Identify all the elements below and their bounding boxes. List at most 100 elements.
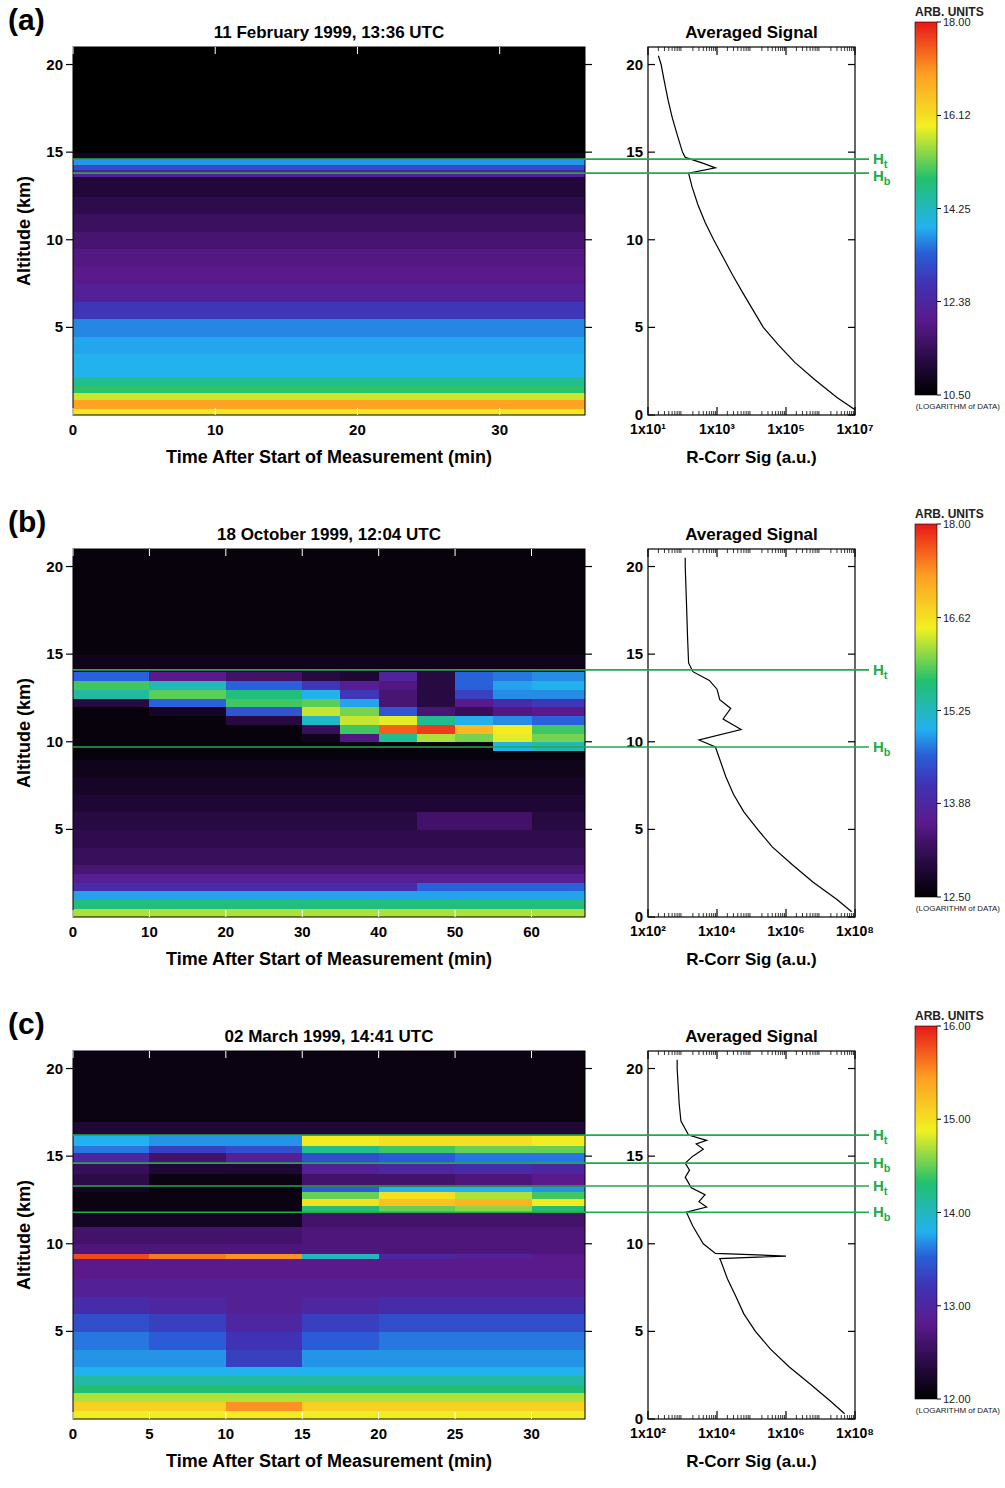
colorbar-tick (937, 301, 941, 302)
heat-cell (149, 689, 226, 698)
minor-tick (772, 1415, 773, 1419)
minor-tick (664, 1051, 665, 1055)
minor-tick (674, 913, 675, 917)
minor-tick (743, 1051, 744, 1055)
colorbar-tick-label: 18.00 (943, 518, 971, 530)
heat-cell (149, 1174, 226, 1187)
heat-cell (226, 777, 303, 795)
heat-cell (493, 680, 532, 689)
tick (455, 1051, 456, 1058)
heat-cell (149, 777, 226, 795)
level-subscript: t (884, 669, 888, 681)
heat-cell (73, 249, 585, 267)
heat-cell (340, 829, 379, 847)
tick-label: 40 (370, 923, 387, 940)
heat-cell (379, 1401, 456, 1410)
heat-cell (73, 1296, 150, 1314)
heat-cell (226, 829, 303, 847)
tick-label: 15 (626, 1147, 643, 1164)
minor-tick (674, 47, 675, 51)
level-label: Ht (873, 1126, 888, 1146)
minor-tick (802, 549, 803, 553)
heat-cell (226, 812, 303, 830)
heat-cell (532, 1375, 585, 1384)
tick (149, 1051, 150, 1058)
title: 11 February 1999, 13:36 UTC (214, 23, 445, 42)
minor-tick (664, 1415, 665, 1419)
minor-tick (784, 411, 785, 415)
minor-tick (802, 411, 803, 415)
minor-tick (782, 1051, 783, 1055)
tick (585, 654, 592, 655)
heat-cell (379, 794, 418, 812)
heat-cell (455, 1121, 532, 1136)
level-line (73, 172, 869, 174)
minor-tick (780, 1415, 781, 1419)
heat-cell (226, 1153, 303, 1164)
minor-tick (746, 411, 747, 415)
minor-tick (674, 1415, 675, 1419)
heat-cell (532, 1146, 585, 1154)
tick (648, 654, 655, 655)
tick (357, 408, 358, 415)
heat-cell (455, 1226, 532, 1244)
heat-cell (340, 549, 379, 655)
heat-cell (532, 1186, 585, 1192)
heat-cell (532, 1253, 585, 1259)
minor-tick (677, 1415, 678, 1419)
tick (225, 1412, 226, 1419)
minor-tick (748, 1415, 749, 1419)
minor-tick (767, 1051, 768, 1055)
minor-tick (706, 47, 707, 51)
heat-cell (302, 1384, 379, 1393)
tick (848, 829, 855, 830)
heat-cell (149, 882, 226, 891)
heat-cell (417, 794, 456, 812)
heat-cell (73, 47, 585, 153)
tick (716, 407, 717, 415)
heat-cell (73, 1186, 150, 1192)
minor-tick (664, 47, 665, 51)
heat-cell (149, 1410, 226, 1419)
minor-tick (749, 1415, 750, 1419)
level-label: Hb (873, 167, 891, 187)
heat-cell (417, 698, 456, 707)
minor-tick (733, 1415, 734, 1419)
tick (848, 1243, 855, 1244)
colorbar-tick (937, 208, 941, 209)
minor-tick (844, 1051, 845, 1055)
heat-cell (73, 266, 585, 284)
minor-tick (698, 47, 699, 51)
minor-tick (706, 411, 707, 415)
tick-label: 1x10² (630, 1425, 666, 1441)
heat-cell (455, 1393, 532, 1402)
heat-cell (73, 1191, 150, 1199)
tick (848, 1331, 855, 1332)
minor-tick (741, 47, 742, 51)
minor-tick (703, 1415, 704, 1419)
minor-tick (767, 411, 768, 415)
minor-tick (727, 1051, 728, 1055)
minor-tick (737, 1415, 738, 1419)
heat-cell (149, 1349, 226, 1367)
tick (848, 1068, 855, 1069)
minor-tick (818, 1415, 819, 1419)
minor-tick (815, 1415, 816, 1419)
heat-cell (302, 759, 341, 777)
minor-tick (830, 47, 831, 51)
minor-tick (658, 549, 659, 553)
tick (785, 1411, 786, 1419)
tick-label: 0 (69, 923, 77, 940)
heat-cell (226, 864, 303, 873)
minor-tick (844, 913, 845, 917)
minor-tick (743, 549, 744, 553)
tick-label: 0 (635, 1410, 643, 1427)
heat-cell (417, 751, 456, 760)
heat-cell (73, 847, 150, 865)
minor-tick (703, 1051, 704, 1055)
heat-cell (417, 908, 456, 917)
minor-tick (748, 549, 749, 553)
profile-area (677, 1060, 844, 1414)
minor-tick (658, 411, 659, 415)
heat-cell (226, 1349, 303, 1367)
